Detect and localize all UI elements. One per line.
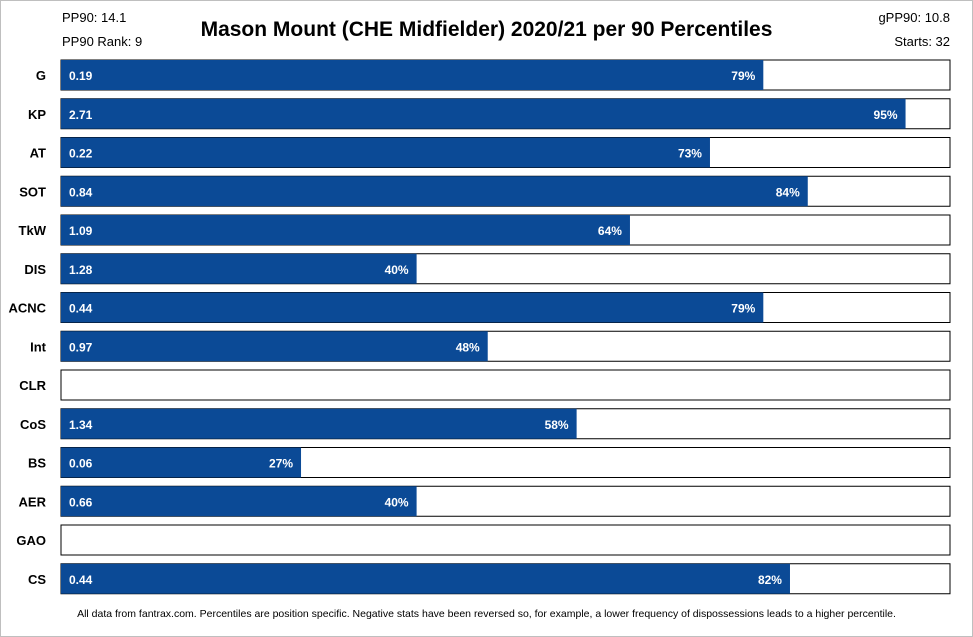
percentile-label-sot: 84%: [776, 185, 800, 199]
value-label-acnc: 0.44: [69, 302, 93, 316]
percentile-bar-chart: G 0.19 79% KP 2.71 95% AT 0.22 73% SOT 0.84 84% TkW 1…: [8, 59, 951, 595]
category-label-cos: CoS: [20, 417, 46, 432]
bar-track-gao: [60, 524, 951, 556]
bar-at: [61, 137, 710, 168]
pp90-rank-stat: PP90 Rank: 9: [62, 34, 143, 49]
value-label-g: 0.19: [69, 69, 93, 83]
pp90-stat: PP90: 14.1: [62, 10, 127, 25]
value-label-cos: 1.34: [69, 418, 93, 432]
category-label-cs: CS: [28, 572, 46, 587]
category-label-gao: GAO: [16, 533, 46, 548]
percentile-label-tkw: 64%: [598, 224, 622, 238]
value-label-sot: 0.84: [69, 185, 93, 199]
category-label-g: G: [36, 68, 46, 83]
percentile-label-cos: 58%: [545, 418, 569, 432]
chart-title: Mason Mount (CHE Midfielder) 2020/21 per…: [200, 18, 773, 41]
percentile-label-acnc: 79%: [731, 302, 755, 316]
bar-bs: [61, 447, 302, 478]
bar-cs: [61, 563, 790, 594]
percentile-label-g: 79%: [731, 69, 755, 83]
bar-track-clr: [60, 369, 951, 401]
category-label-int: Int: [30, 339, 47, 354]
bar-tkw: [61, 215, 630, 245]
category-label-clr: CLR: [19, 378, 46, 393]
category-label-sot: SOT: [19, 184, 46, 199]
category-label-kp: KP: [28, 107, 46, 122]
starts-stat: Starts: 32: [894, 34, 950, 49]
percentile-label-cs: 82%: [758, 573, 782, 587]
category-label-bs: BS: [28, 456, 46, 471]
value-label-cs: 0.44: [69, 573, 93, 587]
bar-acnc: [61, 292, 764, 323]
percentile-label-kp: 95%: [874, 108, 898, 122]
category-label-tkw: TkW: [19, 223, 47, 238]
bar-aer: [61, 486, 417, 517]
percentile-label-at: 73%: [678, 147, 702, 161]
percentile-label-int: 48%: [456, 340, 480, 354]
bar-cos: [61, 408, 577, 439]
percentile-label-bs: 27%: [269, 457, 293, 471]
gpp90-stat: gPP90: 10.8: [878, 10, 950, 25]
category-label-dis: DIS: [24, 262, 46, 277]
footnote: All data from fantrax.com. Percentiles a…: [77, 608, 896, 620]
category-label-acnc: ACNC: [8, 301, 46, 316]
bar-kp: [61, 98, 906, 129]
bar-int: [61, 331, 488, 362]
value-label-tkw: 1.09: [69, 224, 93, 238]
bar-g: [61, 60, 764, 90]
category-label-at: AT: [30, 146, 46, 161]
value-label-bs: 0.06: [69, 457, 93, 471]
value-label-aer: 0.66: [69, 495, 93, 509]
value-label-kp: 2.71: [69, 108, 93, 122]
percentile-label-dis: 40%: [385, 263, 409, 277]
bar-dis: [61, 253, 417, 284]
category-label-aer: AER: [19, 494, 47, 509]
value-label-at: 0.22: [69, 147, 93, 161]
value-label-dis: 1.28: [69, 263, 93, 277]
percentile-label-aer: 40%: [385, 495, 409, 509]
bar-sot: [61, 176, 808, 207]
value-label-int: 0.97: [69, 340, 93, 354]
